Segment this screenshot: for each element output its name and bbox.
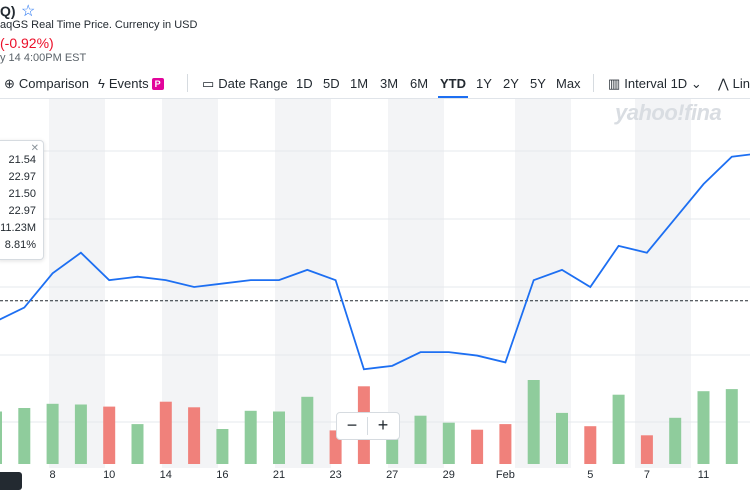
volume-bar xyxy=(725,389,738,464)
zoom-out-button[interactable]: − xyxy=(346,415,358,435)
range-3m[interactable]: 3M xyxy=(380,76,399,91)
date-band xyxy=(388,99,444,468)
ticker-symbol: Q) xyxy=(0,3,16,19)
yahoo-finance-watermark: yahoo!fina xyxy=(615,100,722,125)
tooltip-volume: 11.23M xyxy=(0,222,36,234)
volume-bar xyxy=(159,401,172,464)
zoom-divider xyxy=(367,417,368,435)
date-range-button[interactable]: ▭ Date Range xyxy=(202,76,288,92)
volume-bar xyxy=(640,435,653,464)
volume-bar xyxy=(103,406,116,464)
volume-bar xyxy=(584,426,597,464)
volume-bar xyxy=(612,394,625,464)
toolbar-divider xyxy=(187,74,188,92)
range-1d[interactable]: 1D xyxy=(296,76,313,91)
volume-bar xyxy=(556,412,568,464)
line-chart-icon: ⋀ xyxy=(718,76,729,91)
range-5d[interactable]: 5D xyxy=(323,76,340,91)
x-tick-label: 14 xyxy=(159,469,172,481)
range-1m[interactable]: 1M xyxy=(350,76,369,91)
x-tick-label: 29 xyxy=(442,469,455,481)
x-tick-label: Feb xyxy=(495,469,515,481)
horizontal-gridlines xyxy=(0,150,750,423)
crosshair-date-marker xyxy=(0,472,22,490)
volume-bar xyxy=(301,396,314,464)
comparison-button[interactable]: ⊕ Comparison xyxy=(4,76,89,92)
volume-bar xyxy=(669,417,682,464)
plus-circle-icon: ⊕ xyxy=(4,76,15,91)
range-5y[interactable]: 5Y xyxy=(530,76,546,91)
volume-bar xyxy=(216,429,229,464)
comparison-label: Comparison xyxy=(18,76,89,91)
tooltip-low: 21.50 xyxy=(8,188,36,200)
chart-toolbar: ⊕ Comparison ϟ Events P ▭ Date Range 1D 5D 1… xyxy=(0,70,750,99)
range-max[interactable]: Max xyxy=(556,76,581,91)
volume-bar xyxy=(273,411,285,464)
volume-bar xyxy=(18,408,31,464)
volume-bar xyxy=(527,380,540,464)
volume-bar xyxy=(471,429,484,464)
events-badge: P xyxy=(151,78,164,90)
x-tick-label: 23 xyxy=(329,469,342,481)
tooltip-open: 21.54 xyxy=(8,154,36,166)
close-icon[interactable]: ✕ xyxy=(30,143,39,154)
x-tick-label: 7 xyxy=(643,469,650,481)
volume-bar xyxy=(188,407,201,464)
date-range-label: Date Range xyxy=(218,76,288,91)
toolbar-divider xyxy=(593,74,594,92)
volume-bar xyxy=(46,403,59,464)
x-tick-label: 5 xyxy=(587,469,594,481)
price-chart[interactable] xyxy=(0,99,750,469)
volume-bar xyxy=(0,411,2,464)
ohlc-tooltip: ✕ 21.54 22.97 21.50 22.97 11.23M 8.81% xyxy=(0,140,44,260)
lightning-icon: ϟ xyxy=(98,76,105,91)
events-button[interactable]: ϟ Events P xyxy=(98,76,164,91)
volume-bar xyxy=(244,410,257,464)
range-2y[interactable]: 2Y xyxy=(503,76,519,91)
interval-label: Interval xyxy=(624,76,667,91)
date-band xyxy=(635,99,691,468)
date-band xyxy=(515,99,571,468)
x-tick-label: 10 xyxy=(103,469,116,481)
as-of-time: y 14 4:00PM EST xyxy=(0,52,87,64)
date-bands xyxy=(49,99,691,468)
chart-type-label: Lin xyxy=(732,76,750,91)
range-6m[interactable]: 6M xyxy=(410,76,429,91)
volume-bar xyxy=(697,391,710,464)
range-1y[interactable]: 1Y xyxy=(476,76,492,91)
volume-bar xyxy=(442,422,455,464)
x-tick-label: 21 xyxy=(272,469,286,481)
x-tick-label: 16 xyxy=(216,469,229,481)
chevron-down-icon: ⌄ xyxy=(690,76,702,91)
events-label: Events xyxy=(108,76,149,91)
volume-bar xyxy=(131,424,144,464)
price-line xyxy=(0,153,750,371)
chart-type-dropdown[interactable]: ⋀ Lin xyxy=(718,76,750,92)
volume-bar xyxy=(74,404,87,464)
tooltip-change: 8.81% xyxy=(4,239,36,251)
calendar-icon: ▭ xyxy=(202,76,215,91)
watchlist-star-icon[interactable]: ☆ xyxy=(21,3,36,20)
tooltip-close: 22.97 xyxy=(8,205,36,217)
interval-value: 1D xyxy=(670,76,688,91)
zoom-control: − + xyxy=(336,412,400,440)
price-change: (-0.92%) xyxy=(0,35,54,51)
interval-icon: ▥ xyxy=(608,76,621,91)
exchange-info: aqGS Real Time Price. Currency in USD xyxy=(0,19,198,31)
x-tick-label: 11 xyxy=(697,469,710,481)
x-tick-label: 27 xyxy=(386,469,399,481)
tooltip-high: 22.97 xyxy=(8,171,36,183)
quote-header: Q) ☆ aqGS Real Time Price. Currency in U… xyxy=(0,0,750,70)
range-ytd[interactable]: YTD xyxy=(438,76,468,98)
x-tick-label: 8 xyxy=(49,469,56,481)
interval-dropdown[interactable]: ▥ Interval 1D ⌄ xyxy=(608,76,702,92)
volume-bar xyxy=(414,415,427,464)
volume-bar xyxy=(499,424,512,464)
zoom-in-button[interactable]: + xyxy=(377,415,389,435)
